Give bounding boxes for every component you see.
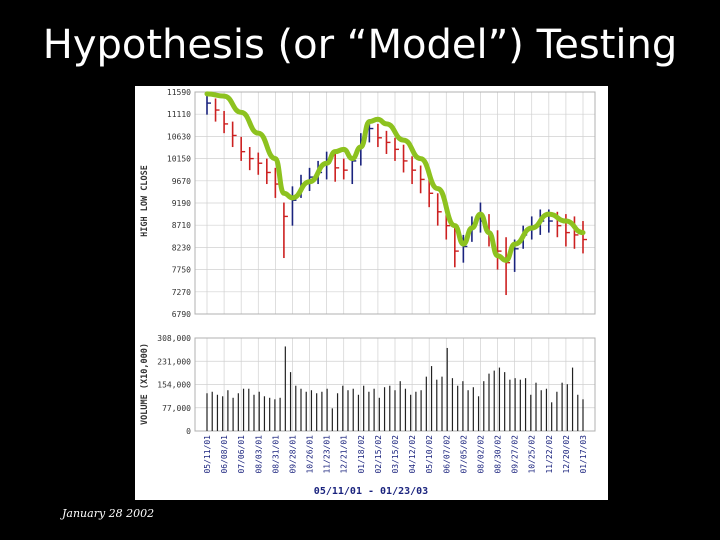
x-tick-label: 09/27/02 (511, 435, 520, 474)
x-tick-label: 12/21/01 (340, 435, 349, 474)
x-tick-label: 08/03/01 (254, 435, 263, 474)
price-tick-label: 9190 (172, 199, 191, 208)
x-tick-label: 09/28/01 (288, 435, 297, 474)
x-tick-label: 08/02/02 (476, 435, 485, 474)
volume-bars (206, 346, 584, 431)
x-tick-label: 10/26/01 (306, 435, 315, 474)
x-tick-label: 01/18/02 (357, 435, 366, 474)
price-tick-label: 7750 (172, 266, 191, 275)
price-y-axis-label: HIGH LOW CLOSE (140, 165, 150, 237)
x-tick-label: 05/10/02 (425, 435, 434, 474)
price-tick-label: 7270 (172, 288, 191, 297)
price-tick-label: 11590 (167, 88, 191, 97)
price-tick-label: 6790 (172, 310, 191, 319)
x-tick-label: 01/17/03 (579, 435, 588, 474)
price-tick-label: 9670 (172, 177, 191, 186)
x-tick-label: 10/25/02 (528, 435, 537, 474)
x-tick-label: 12/20/02 (562, 435, 571, 474)
x-axis-date-tick-labels: 05/11/01 06/08/01 07/06/01 08/03/01 08/31/01… (203, 435, 588, 474)
price-tick-label: 10150 (167, 155, 191, 164)
x-tick-label: 11/23/01 (323, 435, 332, 474)
volume-y-tick-labels: 308,000 231,000 154,000 77,000 0 (157, 334, 191, 436)
volume-tick-label: 231,000 (157, 357, 191, 366)
model-curve-line (204, 91, 586, 263)
x-tick-label: 06/08/01 (220, 435, 229, 474)
price-tick-label: 11110 (167, 110, 191, 119)
stock-chart-svg: 11590 11110 10630 10150 9670 9190 8710 8230 7750… (135, 86, 608, 500)
volume-tick-label: 0 (186, 427, 191, 436)
price-tick-label: 10630 (167, 132, 191, 141)
x-tick-label: 04/12/02 (408, 435, 417, 474)
x-tick-label: 11/22/02 (545, 435, 554, 474)
price-plot-frame (194, 91, 596, 315)
x-tick-label: 08/31/01 (271, 435, 280, 474)
price-tick-label: 8230 (172, 243, 191, 252)
x-tick-label: 02/15/02 (374, 435, 383, 474)
price-tick-label: 8710 (172, 221, 191, 230)
volume-tick-label: 308,000 (157, 334, 191, 343)
x-tick-label: 03/15/02 (391, 435, 400, 474)
stock-chart: 11590 11110 10630 10150 9670 9190 8710 8230 7750… (135, 86, 608, 500)
x-tick-label: 08/30/02 (494, 435, 503, 474)
x-tick-label: 06/07/02 (442, 435, 451, 474)
volume-tick-label: 154,000 (157, 381, 191, 390)
price-y-tick-labels: 11590 11110 10630 10150 9670 9190 8710 8230 7750… (167, 88, 191, 319)
volume-y-axis-label: VOLUME (X10,000) (140, 343, 150, 425)
slide-footer-date: January 28 2002 (62, 507, 155, 520)
x-tick-label: 07/05/02 (459, 435, 468, 474)
slide-title: Hypothesis (or “Model”) Testing (42, 22, 678, 68)
x-tick-label: 05/11/01 (203, 435, 212, 474)
x-tick-label: 07/06/01 (237, 435, 246, 474)
volume-tick-label: 77,000 (162, 404, 191, 413)
x-axis-date-range-label: 05/11/01 - 01/23/03 (314, 486, 428, 497)
